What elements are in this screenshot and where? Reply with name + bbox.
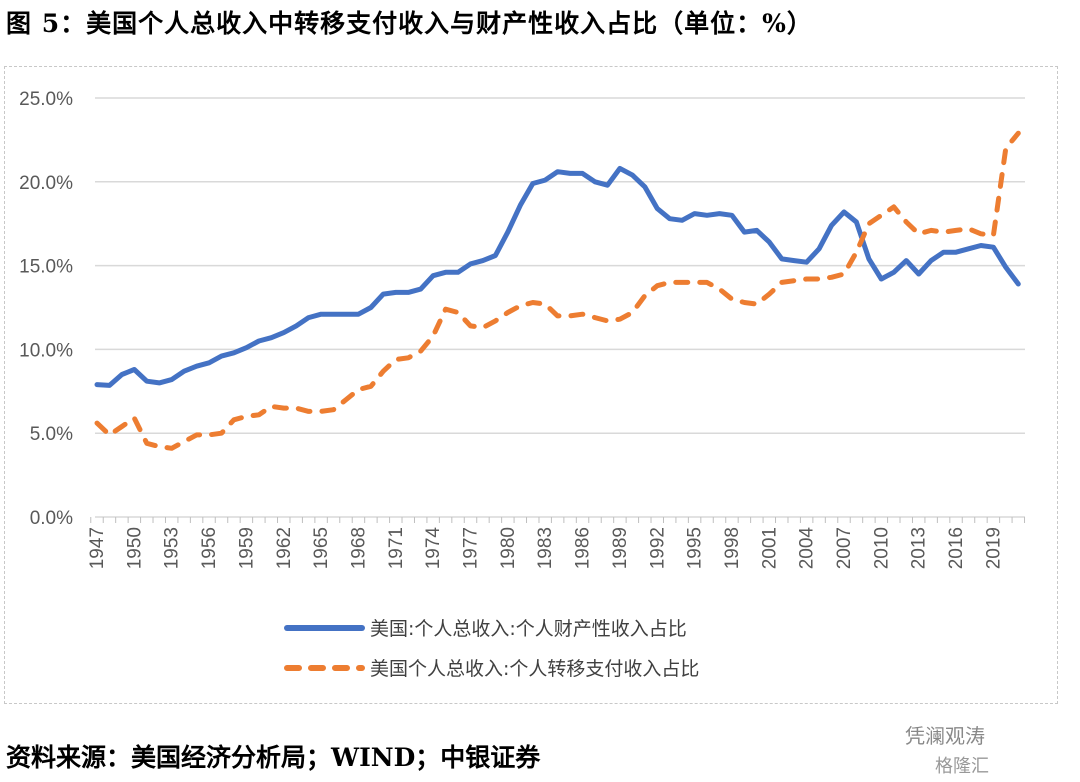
x-tick-label: 2004 <box>797 527 818 570</box>
x-tick-label: 1980 <box>498 527 519 569</box>
x-tick-label: 1962 <box>274 527 295 569</box>
x-tick-label: 2019 <box>983 527 1004 569</box>
x-tick-label: 1977 <box>461 527 482 569</box>
y-tick-label: 25.0% <box>19 89 73 110</box>
x-tick-label: 2001 <box>759 527 780 569</box>
legend-label: 美国:个人总收入:个人财产性收入占比 <box>370 618 687 640</box>
y-tick-label: 10.0% <box>19 340 73 361</box>
x-tick-label: 1983 <box>535 527 556 569</box>
y-tick-label: 15.0% <box>19 257 73 278</box>
x-tick-label: 1974 <box>423 527 444 570</box>
y-tick-label: 5.0% <box>30 424 73 445</box>
watermark-platform: 格隆汇 <box>935 756 989 776</box>
watermark-account: 凭澜观涛 <box>905 726 985 748</box>
x-tick-label: 1953 <box>162 527 183 569</box>
series-line-2 <box>94 130 1021 451</box>
x-tick-label: 1992 <box>647 527 668 569</box>
x-tick-label: 1986 <box>573 527 594 569</box>
chart-title: 图 5：美国个人总收入中转移支付收入与财产性收入占比（单位：%） <box>6 9 813 38</box>
x-tick-label: 1989 <box>610 527 631 569</box>
x-tick-label: 1995 <box>685 527 706 569</box>
series-line-1 <box>94 165 1021 388</box>
chart-frame <box>4 66 1058 704</box>
legend-label: 美国个人总收入:个人转移支付收入占比 <box>370 658 699 680</box>
x-tick-label: 2010 <box>871 527 892 569</box>
x-tick-label: 1971 <box>386 527 407 569</box>
x-tick-label: 2013 <box>909 527 930 569</box>
x-tick-label: 1998 <box>722 527 743 569</box>
x-tick-label: 2007 <box>834 527 855 569</box>
x-tick-label: 1968 <box>348 527 369 569</box>
x-tick-label: 1950 <box>124 527 145 569</box>
x-tick-label: 1965 <box>311 527 332 569</box>
x-tick-label: 1956 <box>199 527 220 569</box>
x-tick-label: 2016 <box>946 527 967 569</box>
x-tick-label: 1947 <box>87 527 108 569</box>
y-tick-label: 20.0% <box>19 173 73 194</box>
y-tick-label: 0.0% <box>30 508 73 529</box>
x-tick-label: 1959 <box>236 527 257 569</box>
source-note: 资料来源：美国经济分析局；WIND；中银证券 <box>6 743 541 772</box>
